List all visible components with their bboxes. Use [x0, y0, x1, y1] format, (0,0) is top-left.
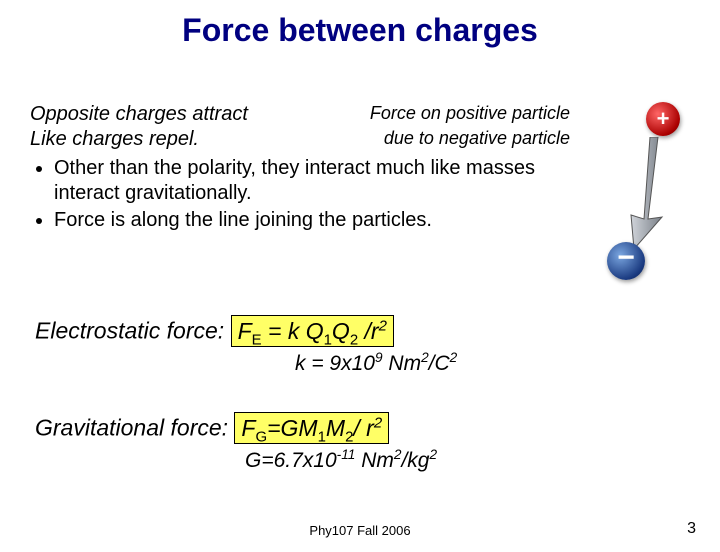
electrostatic-constant: k = 9x109 Nm2/C2 [295, 350, 457, 376]
bullet-list: Other than the polarity, they interact m… [30, 156, 570, 233]
intro-line1-left: Opposite charges attract [30, 102, 248, 127]
slide-title: Force between charges [0, 12, 720, 49]
gravitational-block: Gravitational force: FG=GM1M2/ r2 G=6.7x… [35, 414, 437, 473]
gravitational-formula: FG=GM1M2/ r2 [234, 412, 389, 444]
gravitational-label: Gravitational force: [35, 415, 234, 441]
gravitational-constant: G=6.7x10-11 Nm2/kg2 [245, 447, 437, 473]
electrostatic-label: Electrostatic force: [35, 318, 231, 344]
positive-charge-icon: + [646, 102, 680, 136]
force-arrow-icon [628, 137, 678, 252]
intro-line2-right: due to negative particle [384, 127, 570, 152]
negative-charge-icon: − [607, 242, 645, 280]
intro-line1-right: Force on positive particle [370, 102, 570, 127]
footer-text: Phy107 Fall 2006 [0, 523, 720, 538]
bullet-item: Force is along the line joining the part… [54, 208, 570, 233]
page-number: 3 [687, 520, 696, 538]
electrostatic-formula: FE = k Q1Q2 /r2 [231, 315, 394, 347]
electrostatic-block: Electrostatic force: FE = k Q1Q2 /r2 k =… [35, 317, 457, 376]
intro-line2-left: Like charges repel. [30, 127, 199, 152]
intro-block: Opposite charges attract Force on positi… [30, 102, 570, 235]
bullet-item: Other than the polarity, they interact m… [54, 156, 570, 206]
